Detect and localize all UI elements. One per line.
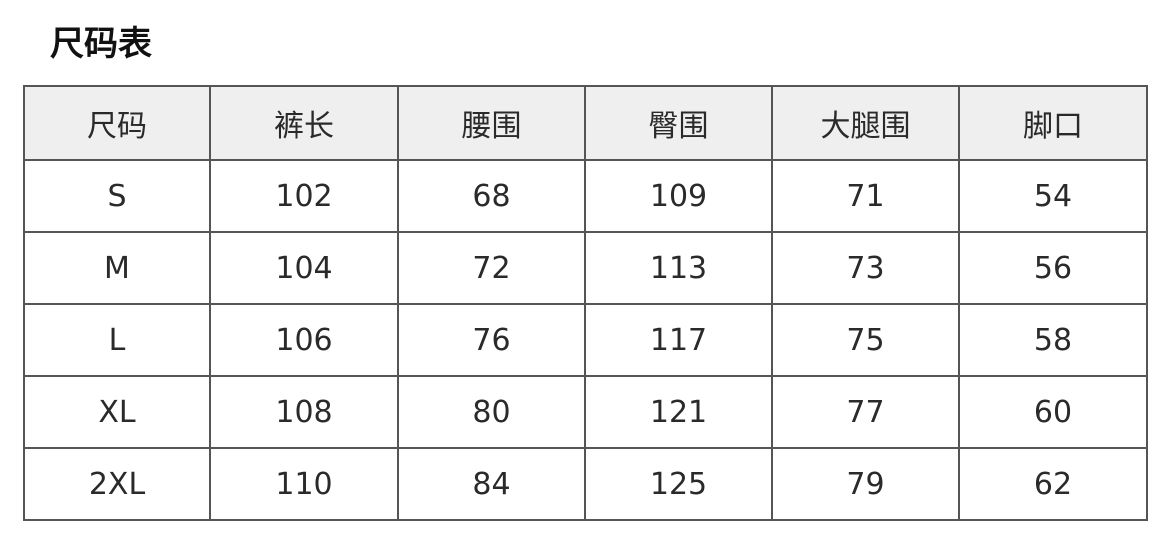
column-header: 裤长 (209, 85, 399, 161)
table-cell: 2XL (23, 447, 211, 521)
table-cell: 56 (958, 231, 1148, 305)
table-cell: 76 (397, 303, 586, 377)
size-chart-table: 尺码 裤长 腰围 臀围 大腿围 脚口 S 102 68 109 71 54 M 104 72 113 73 56… (23, 85, 1148, 521)
table-cell: XL (23, 375, 211, 449)
table-cell: 58 (958, 303, 1148, 377)
table-cell: 71 (771, 159, 960, 233)
table-row: XL 108 80 121 77 60 (23, 375, 1148, 449)
table-cell: 73 (771, 231, 960, 305)
table-cell: 104 (209, 231, 399, 305)
table-cell: 72 (397, 231, 586, 305)
table-cell: M (23, 231, 211, 305)
table-row: S 102 68 109 71 54 (23, 159, 1148, 233)
table-cell: 68 (397, 159, 586, 233)
table-cell: 80 (397, 375, 586, 449)
table-cell: S (23, 159, 211, 233)
table-cell: 79 (771, 447, 960, 521)
table-cell: 84 (397, 447, 586, 521)
header-row: 尺码 裤长 腰围 臀围 大腿围 脚口 (23, 85, 1148, 161)
table-cell: L (23, 303, 211, 377)
table-cell: 75 (771, 303, 960, 377)
table-cell: 121 (584, 375, 773, 449)
table-cell: 102 (209, 159, 399, 233)
table-cell: 117 (584, 303, 773, 377)
table-cell: 77 (771, 375, 960, 449)
table-cell: 106 (209, 303, 399, 377)
page-title: 尺码表 (50, 24, 152, 64)
column-header: 尺码 (23, 85, 211, 161)
table-cell: 110 (209, 447, 399, 521)
column-header: 脚口 (958, 85, 1148, 161)
column-header: 大腿围 (771, 85, 960, 161)
column-header: 腰围 (397, 85, 586, 161)
table-cell: 113 (584, 231, 773, 305)
table-cell: 125 (584, 447, 773, 521)
table-cell: 108 (209, 375, 399, 449)
table-cell: 62 (958, 447, 1148, 521)
table-cell: 60 (958, 375, 1148, 449)
table-cell: 54 (958, 159, 1148, 233)
column-header: 臀围 (584, 85, 773, 161)
table-row: M 104 72 113 73 56 (23, 231, 1148, 305)
table-row: 2XL 110 84 125 79 62 (23, 447, 1148, 521)
table-row: L 106 76 117 75 58 (23, 303, 1148, 377)
table-cell: 109 (584, 159, 773, 233)
